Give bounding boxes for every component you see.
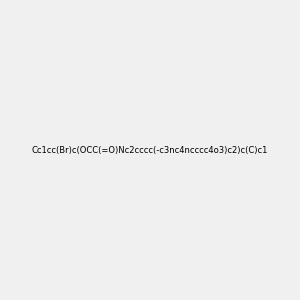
Text: Cc1cc(Br)c(OCC(=O)Nc2cccc(-c3nc4ncccc4o3)c2)c(C)c1: Cc1cc(Br)c(OCC(=O)Nc2cccc(-c3nc4ncccc4o3… [32, 146, 268, 154]
